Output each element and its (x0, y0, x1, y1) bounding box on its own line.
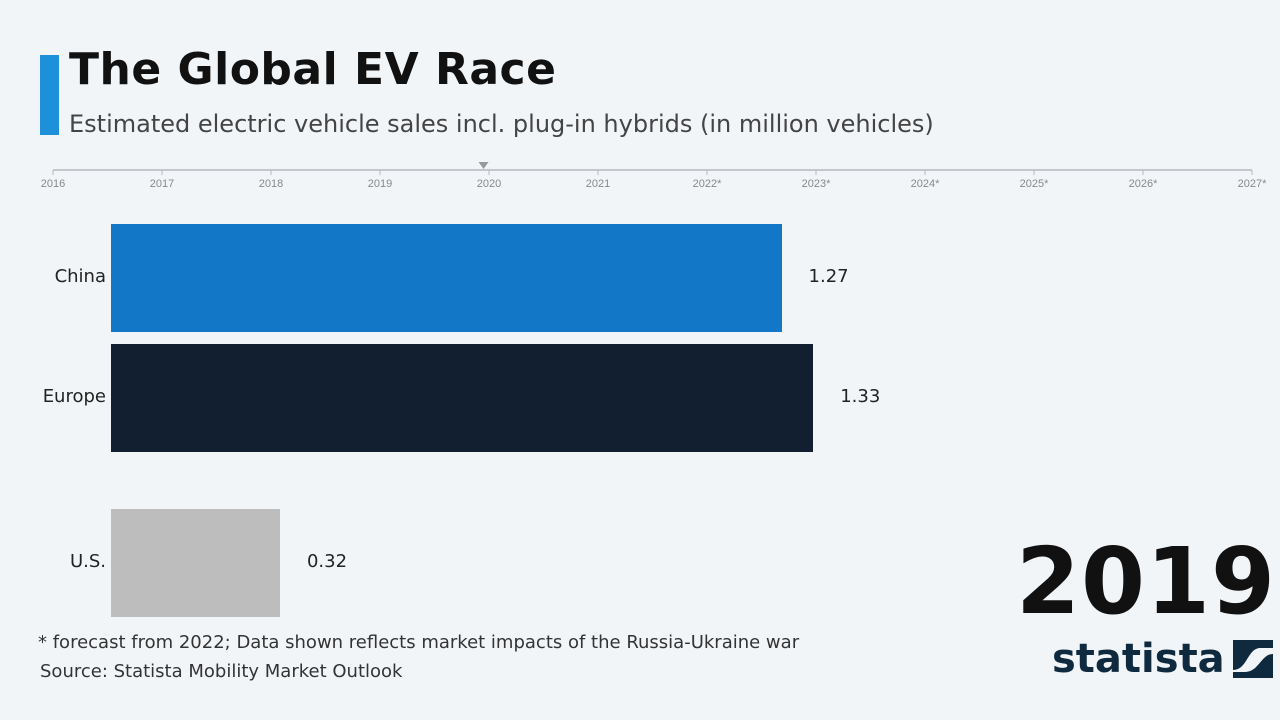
logo-text: statista (1052, 636, 1225, 682)
timeline-tick-label: 2021 (586, 178, 610, 190)
bar (111, 509, 280, 617)
timeline-tick-label: 2018 (259, 178, 283, 190)
timeline-tick-label: 2024* (911, 178, 940, 190)
timeline-tick-label: 2025* (1020, 178, 1049, 190)
chart-title: The Global EV Race (69, 44, 557, 95)
timeline-tick-label: 2020 (477, 178, 501, 190)
bar-label: Europe (42, 386, 106, 407)
bar-value-label: 1.27 (808, 266, 849, 287)
bar-label: U.S. (69, 551, 106, 572)
statista-logo: statista (1052, 636, 1273, 682)
bar-label: China (54, 266, 106, 287)
timeline-tick-label: 2019 (368, 178, 392, 190)
timeline-tick-label: 2027* (1238, 178, 1267, 190)
year-timeline: 2016 2017 2018 2019 2020 2021 2022* 2023* 2024* 2… (41, 162, 1267, 190)
bar-value-label: 0.32 (306, 551, 348, 572)
current-year-label: 2019 (1016, 528, 1277, 635)
timeline-tick-label: 2017 (150, 178, 174, 190)
bar (111, 344, 814, 452)
footnote: * forecast from 2022; Data shown reflect… (38, 632, 800, 653)
source-text: Source: Statista Mobility Market Outlook (40, 661, 403, 682)
statista-logo-icon (1232, 640, 1273, 678)
timeline-tick-label: 2016 (41, 178, 65, 190)
timeline-tick-label: 2023* (802, 178, 831, 190)
timeline-marker[interactable] (478, 162, 489, 169)
chart-subtitle: Estimated electric vehicle sales incl. p… (69, 110, 934, 138)
timeline-tick-label: 2026* (1129, 178, 1158, 190)
title-accent-bar (40, 55, 59, 135)
bar (111, 224, 782, 332)
bar-value-label: 1.33 (840, 386, 881, 407)
timeline-tick-label: 2022* (693, 178, 722, 190)
